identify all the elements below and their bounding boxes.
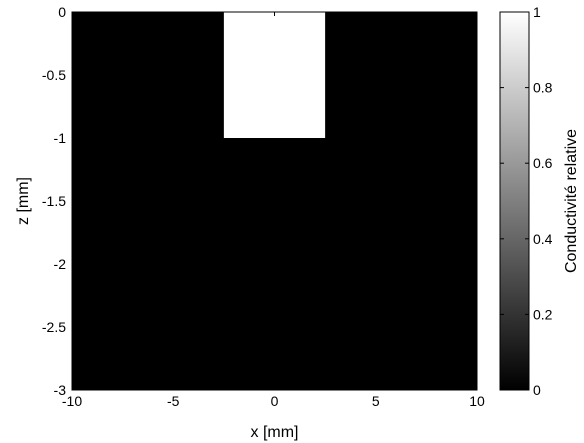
y-tick-label: -3 xyxy=(54,382,67,398)
y-tick-label: -0.5 xyxy=(42,67,66,83)
x-axis-label: x [mm] xyxy=(251,424,299,441)
plot-area: -10 -5 0 5 10 0 -0.5 -1 -1.5 -2 -2.5 -3 xyxy=(42,4,485,409)
colorbar-tick-label: 1 xyxy=(533,4,541,20)
y-tick-label: -1 xyxy=(54,130,67,146)
colorbar: 0 0.2 0.4 0.6 0.8 1 xyxy=(499,4,553,398)
colorbar-tick-label: 0 xyxy=(533,382,541,398)
y-tick-label: 0 xyxy=(58,4,66,20)
x-tick-label: 10 xyxy=(469,393,485,409)
y-axis-label: z [mm] xyxy=(15,177,32,225)
colorbar-gradient xyxy=(499,11,530,391)
x-tick-label: 0 xyxy=(271,393,279,409)
heatmap-region-1 xyxy=(223,12,326,138)
y-tick-label: -2 xyxy=(54,256,67,272)
colorbar-tick-label: 0.2 xyxy=(533,306,553,322)
x-tick-label: 5 xyxy=(372,393,380,409)
y-tick-label: -2.5 xyxy=(42,319,66,335)
colorbar-tick-label: 0.4 xyxy=(533,231,553,247)
colorbar-tick-label: 0.8 xyxy=(533,80,553,96)
colorbar-label: Conductivité relative xyxy=(563,129,580,273)
x-tick-label: -5 xyxy=(167,393,180,409)
y-tick-label: -1.5 xyxy=(42,193,66,209)
colorbar-tick-label: 0.6 xyxy=(533,155,553,171)
x-tick-label: -10 xyxy=(62,393,82,409)
